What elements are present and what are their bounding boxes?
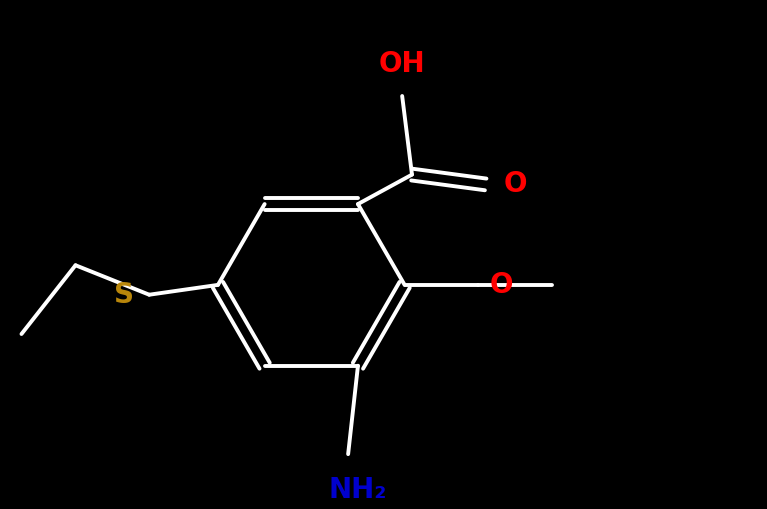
- Text: O: O: [490, 271, 514, 299]
- Text: S: S: [114, 281, 134, 309]
- Text: OH: OH: [379, 50, 426, 78]
- Text: O: O: [503, 171, 527, 199]
- Text: NH₂: NH₂: [329, 476, 387, 504]
